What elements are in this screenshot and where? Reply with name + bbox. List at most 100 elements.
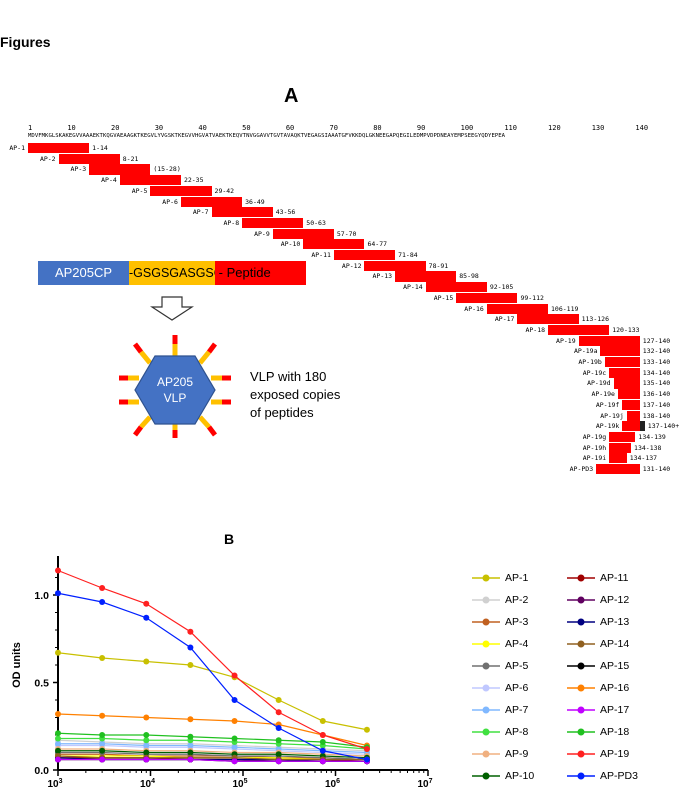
fragment-name: AP-19h <box>582 443 607 452</box>
data-point <box>99 740 106 747</box>
fragment-name: AP-18 <box>525 325 546 334</box>
legend-label: AP-1 <box>505 572 529 584</box>
fragment-bar <box>609 431 636 443</box>
legend-label: AP-7 <box>505 704 529 716</box>
fragment-bar <box>150 185 212 196</box>
fragment-name: AP-19 <box>556 336 576 345</box>
fragment-range: 22-35 <box>183 176 204 185</box>
vlp-label-line1: AP205 <box>157 375 193 389</box>
fragment-bar <box>517 314 579 325</box>
legend-swatch <box>567 640 595 648</box>
data-point <box>275 758 282 765</box>
legend-item: AP-5 <box>472 658 582 676</box>
legend-item: AP-19 <box>567 746 677 764</box>
data-point <box>99 756 106 763</box>
data-point <box>187 716 194 723</box>
data-point <box>363 756 370 763</box>
position-tick-label: 70 <box>329 124 338 132</box>
fragment-bar <box>180 196 243 207</box>
vlp-hexagon-diagram: AP205 VLP <box>119 335 231 438</box>
fragment-name: AP-2 <box>39 154 56 163</box>
construct-dash: - <box>129 266 134 280</box>
position-tick-label: 1 <box>28 124 33 132</box>
position-tick-label: 40 <box>198 124 207 132</box>
series-line-ap-16 <box>57 713 368 747</box>
fragment-bar <box>609 442 632 453</box>
fragment-name: AP-15 <box>433 293 454 302</box>
series-line-ap-10 <box>58 750 367 759</box>
legend-swatch <box>472 772 500 780</box>
x-tick-label: 107 <box>417 778 432 790</box>
fragment-range: 50-63 <box>306 218 326 227</box>
series-line-ap-7 <box>58 743 367 754</box>
legend-swatch <box>567 706 595 714</box>
position-tick-label: 50 <box>242 124 251 132</box>
fragment-bar <box>272 228 334 239</box>
data-point <box>143 742 150 749</box>
legend-item: AP-2 <box>472 592 582 610</box>
fusion-construct: AP205CP -GSGSGASGSG - Peptide <box>38 261 306 285</box>
data-point <box>99 599 106 605</box>
legend-swatch <box>472 596 500 604</box>
fragment-name: AP-6 <box>162 197 178 206</box>
legend-item: AP-10 <box>472 768 582 786</box>
fragment-bar <box>622 399 640 410</box>
fragment-bar <box>425 282 487 293</box>
x-tick-label: 106 <box>325 778 340 790</box>
x-tick-label: 104 <box>140 778 155 790</box>
legend-label: AP-18 <box>600 726 630 738</box>
legend-item: AP-7 <box>472 702 582 720</box>
fragment-range: 1-14 <box>92 144 108 152</box>
vlp-hexagon <box>134 355 216 425</box>
fragment-name: AP-17 <box>494 315 515 324</box>
fragment-bar <box>28 143 90 154</box>
legend-swatch <box>472 684 500 692</box>
data-point <box>55 567 61 574</box>
x-tick-label: 103 <box>47 778 62 790</box>
construct-linker-label: GSGSGASGSG <box>133 266 224 280</box>
series-line-ap-5 <box>58 751 367 761</box>
vlp-label-line2: VLP <box>164 391 187 405</box>
fragment-range: 36-49 <box>245 197 265 206</box>
data-point <box>143 614 150 621</box>
fragment-name: AP-9 <box>254 229 270 238</box>
fragment-range: 137-140+ <box>647 422 680 431</box>
fragment-name: AP-7 <box>192 208 209 217</box>
data-point <box>231 718 238 724</box>
construct-peptide-label: Peptide <box>226 265 271 280</box>
fragment-name: AP-19b <box>578 358 602 366</box>
data-point <box>275 725 282 731</box>
legend-label: AP-2 <box>505 594 529 606</box>
legend-label: AP-6 <box>505 682 529 694</box>
legend-item: AP-8 <box>472 724 582 742</box>
fragment-range: 113-126 <box>581 315 610 324</box>
legend-label: AP-14 <box>600 638 630 650</box>
data-point <box>187 742 194 749</box>
position-tick-label: 100 <box>460 124 474 132</box>
data-point <box>231 697 238 703</box>
legend-label: AP-15 <box>600 660 630 672</box>
construct-peptide-segment: - Peptide <box>215 261 306 285</box>
legend-item: AP-16 <box>567 680 677 698</box>
fragment-bar <box>395 271 457 282</box>
legend-item: AP-18 <box>567 724 677 742</box>
legend-swatch <box>472 618 500 626</box>
legend-label: AP-16 <box>600 682 630 694</box>
panel-a-label: A <box>284 85 299 107</box>
fragment-name: AP-19j <box>600 411 624 420</box>
fragment-range: 135-140 <box>642 379 671 388</box>
series-line-ap-1 <box>57 652 368 731</box>
series-line-ap-6 <box>58 744 367 755</box>
legend-swatch <box>567 728 595 736</box>
legend-item: AP-1 <box>472 570 582 588</box>
legend-label: AP-5 <box>505 660 529 672</box>
data-point <box>143 732 150 738</box>
fragment-range: 64-77 <box>367 240 388 249</box>
fragment-bar <box>609 453 627 464</box>
od-line-chart: B 0.0 0.5 1.0 OD units 103 104 105 106 107 <box>11 531 433 790</box>
chart-title: B <box>224 531 234 547</box>
fragment-range: 136-140 <box>642 390 671 399</box>
legend-item: AP-4 <box>472 636 582 654</box>
fragment-bar <box>622 421 645 432</box>
fragment-bar <box>600 346 640 357</box>
